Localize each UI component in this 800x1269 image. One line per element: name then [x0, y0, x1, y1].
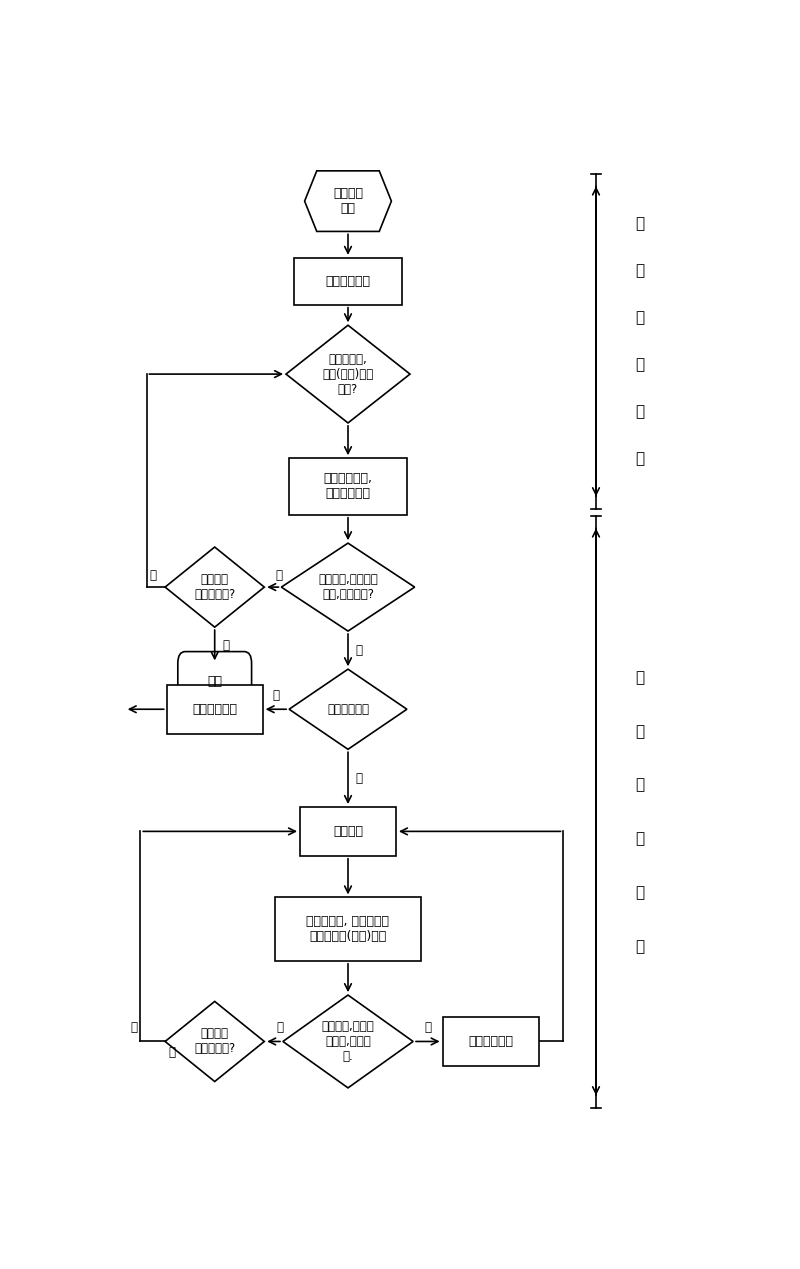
Text: 下行接收同步: 下行接收同步 — [326, 275, 370, 288]
Text: 终止: 终止 — [207, 675, 222, 688]
Text: 解析帧计划, 根据规则相
应发送控制(数据)突发: 解析帧计划, 根据规则相 应发送控制(数据)突发 — [306, 915, 390, 943]
Text: 否: 否 — [168, 1047, 175, 1060]
Text: 保: 保 — [635, 778, 644, 792]
Text: 校正发送时刻: 校正发送时刻 — [192, 703, 237, 716]
Text: 根据规则,通过各自
途径,获得误差?: 根据规则,通过各自 途径,获得误差? — [318, 574, 378, 602]
Text: 误差超过门限: 误差超过门限 — [327, 703, 369, 716]
Polygon shape — [282, 543, 414, 631]
Polygon shape — [165, 547, 264, 627]
Text: 同步保持: 同步保持 — [333, 825, 363, 838]
Text: 是: 是 — [273, 689, 279, 702]
Text: 阶: 阶 — [635, 405, 644, 419]
Text: 是: 是 — [130, 1022, 138, 1034]
Text: 同: 同 — [635, 670, 644, 685]
Text: 否: 否 — [275, 569, 282, 582]
Text: 丢失次数
超过设定值?: 丢失次数 超过设定值? — [194, 1028, 235, 1056]
Text: 步: 步 — [635, 723, 644, 739]
Text: 初: 初 — [635, 217, 644, 232]
Text: 阶: 阶 — [635, 884, 644, 900]
Polygon shape — [165, 1001, 264, 1081]
FancyBboxPatch shape — [275, 897, 421, 961]
Text: 是: 是 — [356, 643, 362, 656]
Polygon shape — [286, 325, 410, 423]
Text: 根据设定规则,
发送测距突发: 根据设定规则, 发送测距突发 — [323, 472, 373, 500]
Text: 根据规则,通过各
自途径,获得误
差.: 根据规则,通过各 自途径,获得误 差. — [322, 1020, 374, 1063]
Polygon shape — [283, 995, 413, 1088]
Text: 是: 是 — [424, 1022, 431, 1034]
Text: 是: 是 — [222, 638, 230, 652]
FancyBboxPatch shape — [294, 258, 402, 305]
Text: 始: 始 — [635, 264, 644, 278]
Text: 捕: 捕 — [635, 311, 644, 325]
FancyBboxPatch shape — [300, 807, 396, 855]
Text: 否: 否 — [276, 1022, 283, 1034]
Text: 段: 段 — [635, 450, 644, 466]
FancyBboxPatch shape — [442, 1016, 538, 1066]
Text: 否: 否 — [150, 569, 157, 582]
Text: 校正发送时刻: 校正发送时刻 — [468, 1036, 513, 1048]
Text: 丢失次数
超过设定值?: 丢失次数 超过设定值? — [194, 574, 235, 602]
Text: 初始捕获
准备: 初始捕获 准备 — [333, 187, 363, 216]
Text: 持: 持 — [635, 831, 644, 846]
Text: 否: 否 — [356, 772, 362, 784]
FancyBboxPatch shape — [166, 685, 262, 733]
FancyBboxPatch shape — [289, 458, 407, 515]
Text: 解析帧计划,
测距(自由)时隙
分配?: 解析帧计划, 测距(自由)时隙 分配? — [322, 353, 374, 396]
Text: 获: 获 — [635, 358, 644, 372]
Polygon shape — [305, 171, 391, 231]
Polygon shape — [289, 669, 407, 749]
Text: 段: 段 — [635, 939, 644, 954]
FancyBboxPatch shape — [178, 651, 251, 712]
